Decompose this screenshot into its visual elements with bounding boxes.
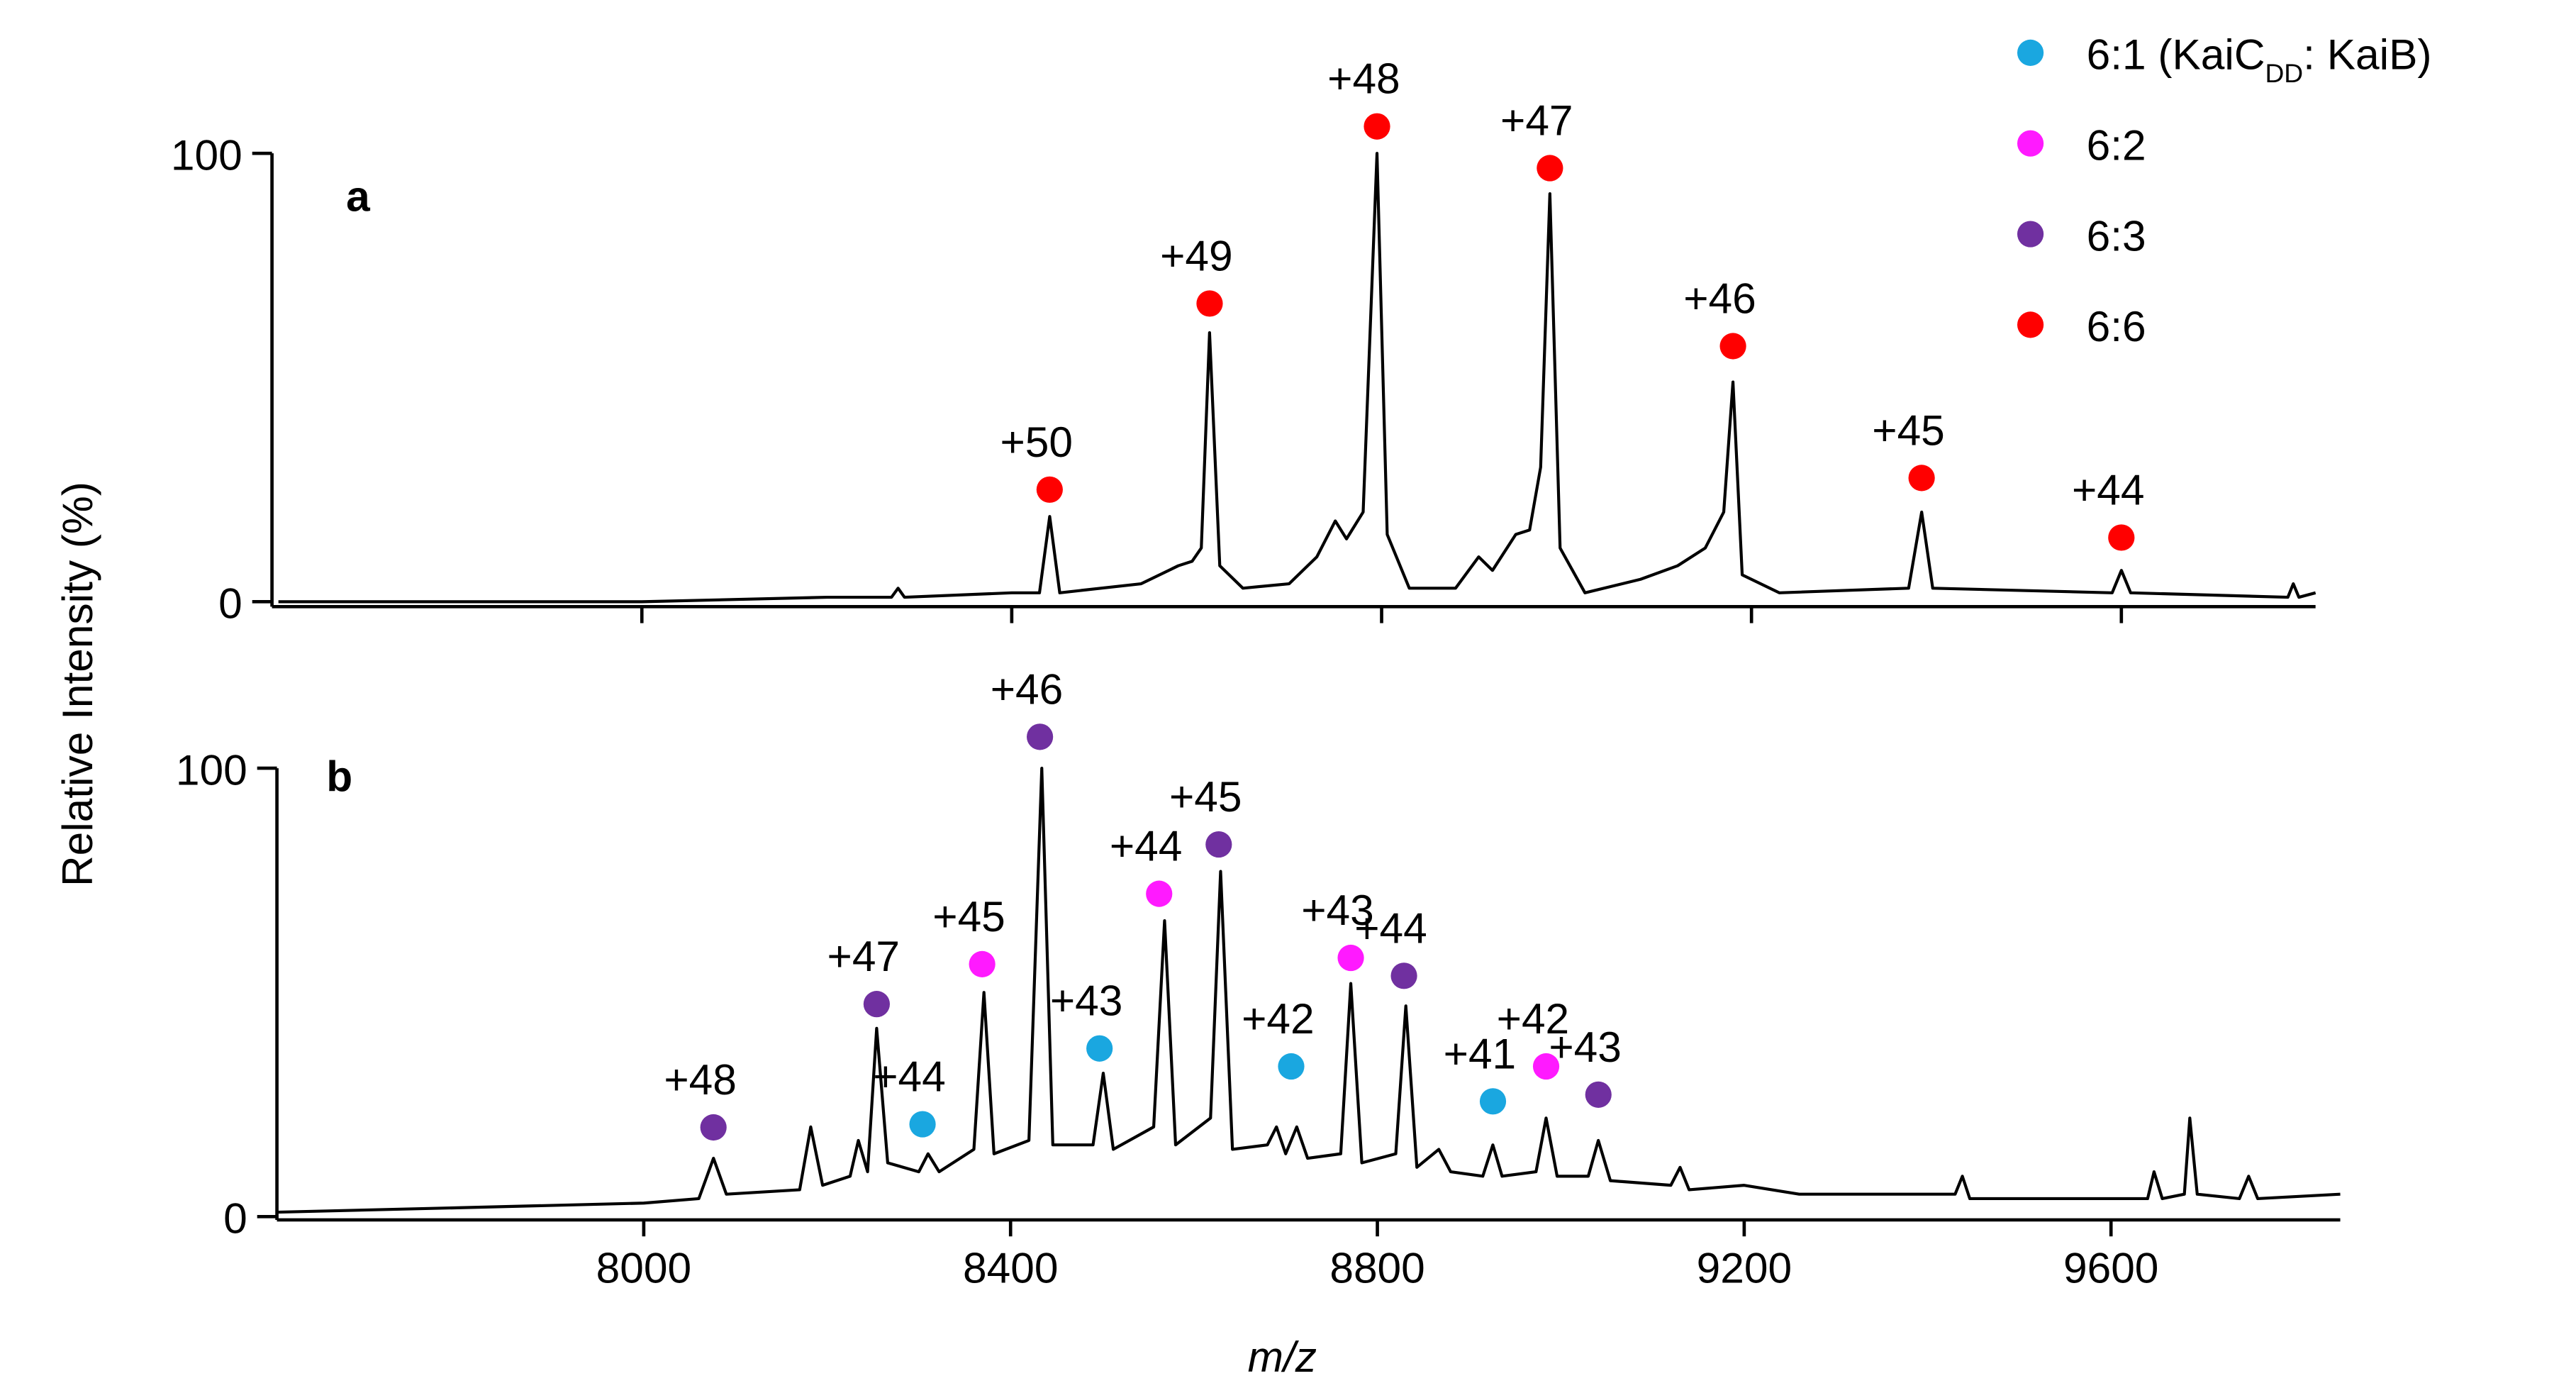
peak-dot <box>1532 1053 1560 1080</box>
peak-dot <box>1027 723 1054 750</box>
peak-dot <box>1196 290 1223 317</box>
peak-dot <box>1719 333 1746 360</box>
charge-label: +45 <box>1872 406 1945 454</box>
peak-dot <box>1479 1088 1507 1115</box>
charge-label: +46 <box>991 665 1064 713</box>
charge-label: +50 <box>1000 418 1074 466</box>
y-axis-label: Relative Intensity (%) <box>53 482 101 887</box>
x-axis-label: m/z <box>1248 1333 1317 1381</box>
charge-label: +49 <box>1160 231 1232 279</box>
x-tick-label: 9600 <box>2063 1243 2158 1292</box>
charge-label: +47 <box>827 932 901 980</box>
charge-label: +48 <box>664 1055 737 1104</box>
charge-label: +44 <box>873 1053 945 1101</box>
x-tick-label: 8800 <box>1329 1243 1424 1292</box>
legend-label-part: : KaiB) <box>2303 30 2431 79</box>
x-tick-label: 9200 <box>1697 1243 1792 1292</box>
charge-label: +43 <box>1549 1023 1622 1071</box>
peak-dot <box>700 1114 727 1141</box>
panel-letter: b <box>326 753 352 801</box>
peak-dot <box>1337 944 1364 972</box>
peak-dot <box>1364 113 1390 140</box>
legend-label: 6:2 <box>2087 121 2146 169</box>
peak-dot <box>1908 465 1935 492</box>
y-tick-label: 100 <box>176 745 247 794</box>
charge-label: +41 <box>1444 1029 1517 1077</box>
legend-label-part: 6:1 (KaiC <box>2087 30 2265 79</box>
charge-label: +45 <box>932 892 1005 940</box>
y-tick-label: 0 <box>218 579 242 628</box>
peak-dot <box>909 1111 936 1138</box>
legend-marker <box>2017 221 2044 248</box>
peak-dot <box>1390 962 1417 989</box>
charge-label: +42 <box>1497 994 1570 1043</box>
charge-label: +42 <box>1242 994 1315 1043</box>
charge-label: +48 <box>1327 55 1400 103</box>
legend-label-part: DD <box>2265 58 2303 88</box>
charge-label: +47 <box>1500 96 1573 145</box>
peak-dot <box>2108 524 2135 551</box>
x-tick-label: 8000 <box>596 1243 691 1292</box>
panel-letter: a <box>346 172 370 221</box>
legend-marker <box>2017 130 2044 157</box>
peak-dot <box>1537 155 1563 182</box>
legend-marker <box>2017 39 2044 66</box>
legend-marker <box>2017 311 2044 338</box>
peak-dot <box>969 950 996 977</box>
spectrum <box>277 767 2341 1214</box>
peak-dot <box>1205 831 1232 858</box>
charge-label: +44 <box>1110 822 1183 870</box>
peak-dot <box>1036 476 1063 503</box>
charge-label: +43 <box>1301 886 1374 934</box>
peak-dot <box>1086 1035 1113 1062</box>
charge-label: +46 <box>1683 274 1756 323</box>
y-tick-label: 100 <box>171 131 242 179</box>
peak-dot <box>1585 1081 1612 1108</box>
peak-dot <box>1278 1053 1305 1080</box>
legend-label: 6:3 <box>2087 211 2146 260</box>
legend-label: 6:6 <box>2087 302 2146 350</box>
x-tick-label: 8400 <box>963 1243 1058 1292</box>
charge-label: +45 <box>1169 772 1242 821</box>
charge-label: +43 <box>1050 977 1123 1025</box>
spectrum <box>278 152 2316 604</box>
peak-dot <box>863 991 890 1018</box>
legend-label: 6:1 (KaiCDD: KaiB) <box>2087 30 2432 89</box>
y-tick-label: 0 <box>223 1194 247 1243</box>
charge-label: +44 <box>1354 904 1427 952</box>
charge-label: +44 <box>2072 465 2145 514</box>
peak-dot <box>1146 880 1173 907</box>
